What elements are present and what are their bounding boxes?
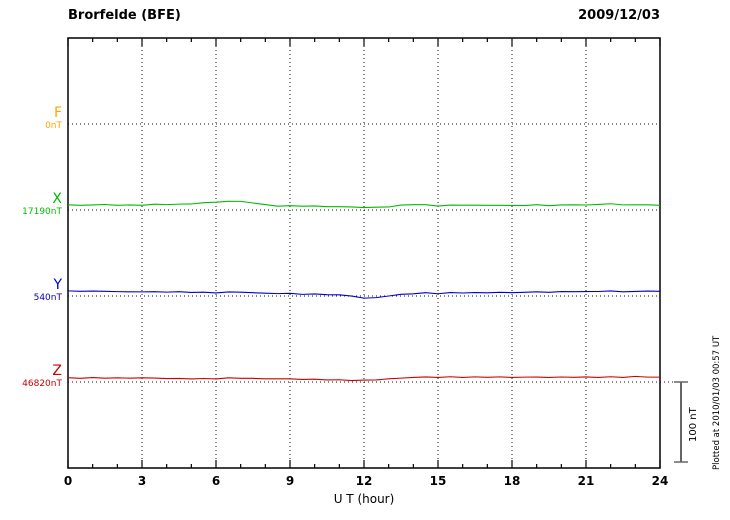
plotted-at-timestamp: Plotted at 2010/01/03 00:57 UT — [712, 335, 722, 470]
series-baseline-x: 17190nT — [22, 207, 62, 217]
series-label-x: X 17190nT — [0, 192, 62, 217]
station-title: Brorfelde (BFE) — [68, 8, 181, 23]
series-label-f: F 0nT — [0, 106, 62, 131]
series-label-y: Y 540nT — [0, 278, 62, 303]
series-letter-y: Y — [53, 277, 62, 293]
svg-text:0: 0 — [64, 474, 72, 488]
svg-text:24: 24 — [652, 474, 669, 488]
series-letter-z: Z — [52, 363, 62, 379]
svg-text:9: 9 — [286, 474, 294, 488]
date-label: 2009/12/03 — [578, 8, 660, 23]
svg-text:12: 12 — [356, 474, 373, 488]
x-axis-label: U T (hour) — [333, 492, 395, 506]
series-baseline-z: 46820nT — [22, 379, 62, 389]
series-baseline-f: 0nT — [45, 121, 62, 131]
svg-text:6: 6 — [212, 474, 220, 488]
svg-text:18: 18 — [504, 474, 521, 488]
svg-text:21: 21 — [578, 474, 595, 488]
svg-text:3: 3 — [138, 474, 146, 488]
svg-text:15: 15 — [430, 474, 447, 488]
series-baseline-y: 540nT — [33, 293, 62, 303]
series-letter-x: X — [52, 191, 62, 207]
series-label-z: Z 46820nT — [0, 364, 62, 389]
scale-bar-label: 100 nT — [688, 407, 699, 443]
series-letter-f: F — [53, 105, 62, 121]
